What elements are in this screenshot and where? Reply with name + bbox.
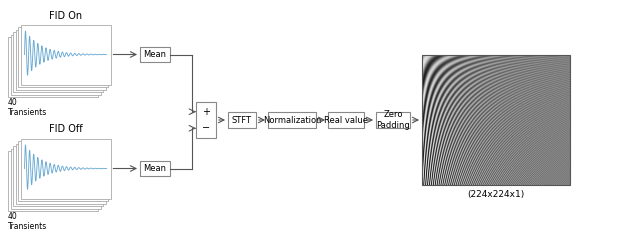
- Bar: [15, 29, 106, 89]
- Bar: [13, 146, 103, 206]
- Text: Mean: Mean: [143, 50, 166, 59]
- Bar: [15, 143, 106, 203]
- Bar: [140, 47, 170, 62]
- Text: Normalization: Normalization: [263, 115, 321, 125]
- Text: +: +: [202, 107, 210, 117]
- Text: STFT: STFT: [232, 115, 252, 125]
- Bar: [13, 32, 103, 92]
- Bar: [8, 151, 98, 211]
- Bar: [8, 37, 98, 97]
- Text: (224x224x1): (224x224x1): [467, 190, 525, 199]
- Bar: [328, 112, 364, 128]
- Bar: [10, 34, 100, 94]
- Text: FID Off: FID Off: [49, 125, 83, 135]
- Bar: [20, 25, 111, 85]
- Bar: [140, 161, 170, 176]
- Bar: [196, 102, 216, 138]
- Bar: [18, 27, 108, 87]
- Text: −: −: [202, 123, 210, 133]
- Text: Zero
Padding: Zero Padding: [376, 110, 410, 130]
- Text: Mean: Mean: [143, 164, 166, 173]
- Text: FID On: FID On: [49, 11, 82, 21]
- Bar: [10, 148, 100, 208]
- Text: Real value: Real value: [324, 115, 368, 125]
- Bar: [20, 138, 111, 199]
- Text: 40
Transients: 40 Transients: [8, 98, 47, 117]
- Bar: [376, 112, 410, 128]
- Bar: [422, 55, 570, 185]
- Bar: [228, 112, 256, 128]
- Text: 40
Transients: 40 Transients: [8, 212, 47, 231]
- Bar: [268, 112, 316, 128]
- Bar: [18, 141, 108, 201]
